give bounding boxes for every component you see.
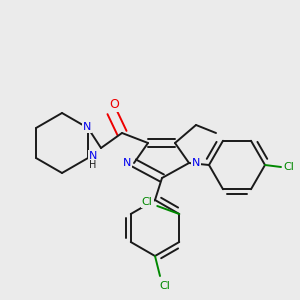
Text: H: H [89, 160, 97, 170]
Text: N: N [89, 151, 97, 161]
Text: N: N [192, 158, 200, 168]
Text: Cl: Cl [284, 162, 294, 172]
Text: Cl: Cl [160, 281, 170, 291]
Text: N: N [83, 122, 91, 132]
Text: O: O [109, 98, 119, 110]
Text: N: N [123, 158, 131, 168]
Text: Cl: Cl [142, 197, 153, 207]
